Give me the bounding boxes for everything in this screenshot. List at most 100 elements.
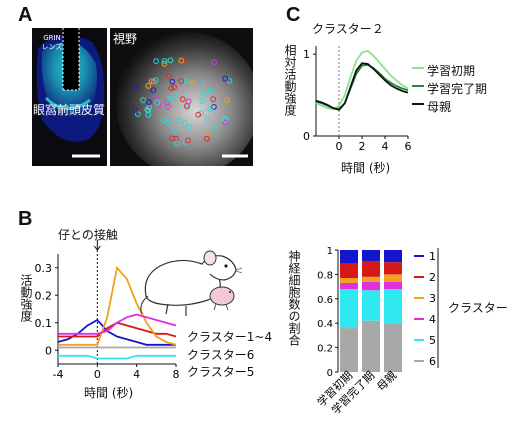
fov-cell [153,95,160,102]
fov-cell [171,84,177,91]
b-xtick-label: -4 [53,368,64,380]
stack-seg-4 [384,281,402,290]
stack-seg-1 [340,250,358,264]
fov-cell [185,137,191,144]
fov-cell [145,99,152,105]
stack-ytick-label: 0.8 [317,270,333,281]
fov-label: 視野 [113,32,138,46]
cluster-group-label: クラスター1~4 [187,330,273,344]
fov-cell [207,106,214,112]
fov-cell [169,135,175,142]
c-legend-early: 学習初期 [427,64,476,78]
cluster5-label: クラスター5 [187,365,255,379]
fov-cell [195,111,202,118]
fov-cell [186,123,192,130]
fov-cell [171,92,178,99]
b-event-arrow [93,240,101,251]
stack-seg-2 [362,260,380,277]
stack-ytick-label: 0 [327,368,333,379]
b-xlabel: 時間 (秒) [84,386,134,400]
b-ytick-label: 0 [45,344,52,357]
c-xtick-label: 2 [359,140,366,153]
stack-seg-1 [362,250,380,261]
fov-cell [145,107,151,114]
fov-cell [181,57,188,64]
stack-legend-label-6: 6 [429,355,436,368]
fov-cell [211,59,218,66]
stack-seg-6 [340,328,358,372]
stack-seg-3 [340,278,358,283]
stack-seg-6 [384,323,402,372]
stack-legend-label-3: 3 [429,292,436,305]
fov-cell [178,78,185,84]
fov-cell [185,98,192,105]
fov-cell [200,89,207,96]
fov-cell [183,78,190,85]
fov-cell [222,119,229,126]
fov-cell [223,116,229,123]
stack-ylabel: 神経細胞数の割合 [287,250,301,346]
b-trace-cluster4 [58,313,177,335]
stack-seg-6 [362,320,380,372]
fov-cell [167,95,173,102]
fov-image [110,28,253,166]
fov-cell [178,57,185,64]
c-xlabel: 時間 (秒) [341,161,391,175]
b-xtick-label: 4 [133,368,140,380]
b-ylabel: 活動強度 [19,274,33,322]
stack-seg-4 [340,282,358,290]
stack-seg-4 [362,281,380,291]
fov-cell [190,80,196,86]
fov-cell [173,140,180,147]
fov-cell [179,96,186,103]
stack-seg-3 [384,274,402,282]
fov-cell [135,111,141,117]
b-trace-cluster5 [58,354,176,360]
b-ytick-label: 0.2 [35,289,53,302]
fov-cell [222,115,228,122]
stack-ytick-label: 1 [327,246,333,257]
fov-cell [172,127,179,133]
fov-cell [166,73,172,79]
fov-cell [224,97,231,104]
fov-cell [176,117,183,124]
stack-legend-label-1: 1 [429,250,436,263]
fov-cell [211,124,218,131]
region-label: 眼窩前頭皮質 [33,103,106,117]
fov-cell [154,99,161,106]
c-ylabel: 相対活動強度 [283,44,297,116]
b-xtick-label: 0 [94,368,101,380]
panel-c-label: C [286,4,301,26]
stack-seg-5 [362,290,380,321]
fov-cell [160,117,167,124]
stack-ytick-label: 0.6 [317,295,333,306]
fov-cell [165,120,171,126]
stack-seg-2 [340,263,358,279]
c-ytick-label: 1 [303,48,310,61]
fov-cell [203,135,210,142]
fov-cell [150,87,157,94]
fov-cell [205,128,211,135]
stack-category-label: 母親 [374,369,399,394]
fov-cell [161,60,168,67]
fov-cell [199,97,206,104]
fov-cell [200,80,207,87]
stack-legend-title: クラスター [448,301,508,315]
fov-cell [148,78,155,85]
fov-cell [168,85,174,92]
c-line-2 [315,62,409,111]
c-title: クラスター２ [312,22,384,36]
fov-cell-markers [132,57,233,147]
fov-cell [204,116,211,123]
stack-ytick-label: 0.4 [317,319,333,330]
fov-cell [182,120,189,127]
c-xtick-label: 0 [336,140,343,153]
fov-cell [161,58,168,64]
fov-cell [145,83,152,89]
b-xtick-label: 8 [173,368,180,380]
fov-cell [169,78,176,85]
c-xtick-label: 6 [405,140,412,153]
fov-cell [133,85,139,91]
stack-seg-5 [384,289,402,324]
